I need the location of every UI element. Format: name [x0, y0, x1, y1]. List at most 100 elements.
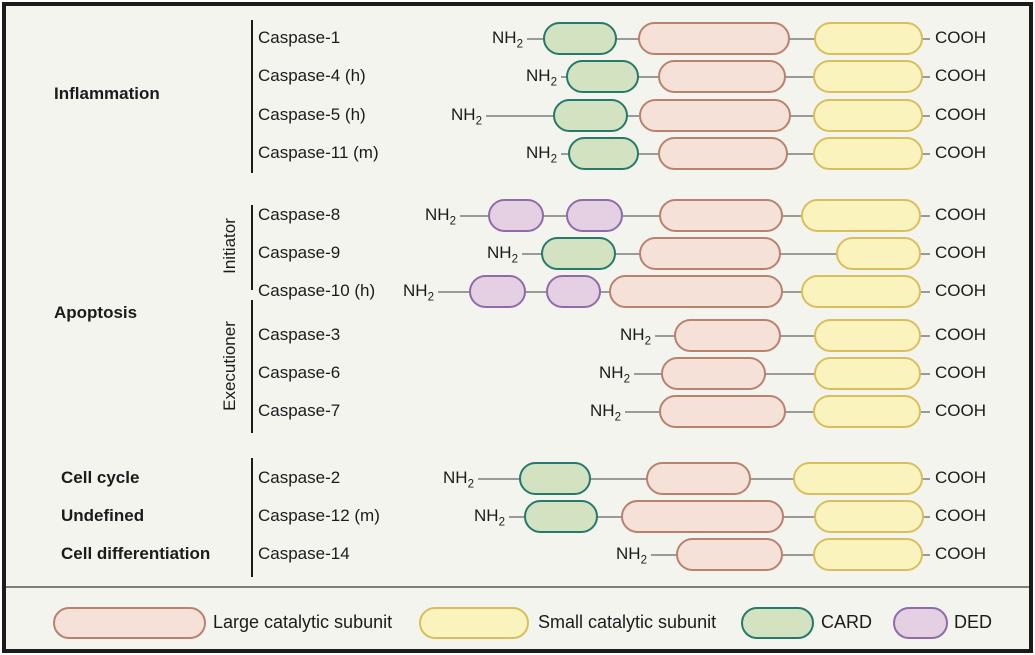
- nh2-label-text: NH: [616, 544, 641, 563]
- ded-domain-pill: [469, 275, 526, 308]
- small-catalytic-subunit-pill: [813, 538, 923, 571]
- cooh-label-text: COOH: [935, 105, 986, 124]
- cooh-label-text: COOH: [935, 506, 986, 525]
- small-catalytic-subunit-pill: [813, 60, 923, 93]
- small-catalytic-subunit-pill: [814, 357, 921, 390]
- card-domain-pill: [553, 99, 628, 132]
- legend-label: CARD: [821, 612, 873, 632]
- nh2-label-subscript: 2: [550, 153, 557, 166]
- ded-domain-pill: [546, 275, 601, 308]
- cooh-label-text: COOH: [935, 363, 986, 382]
- cooh-label-text: COOH: [935, 143, 986, 162]
- legend-card-pill: [741, 607, 814, 639]
- category-label: Undefined: [61, 506, 145, 525]
- large-catalytic-subunit-pill: [661, 357, 766, 390]
- nh2-label-subscript: 2: [475, 115, 482, 128]
- cooh-label-text: COOH: [935, 468, 986, 487]
- caspase-name: Caspase-5 (h): [258, 105, 366, 124]
- cooh-label-text: COOH: [935, 325, 986, 344]
- nh2-label-subscript: 2: [516, 38, 523, 51]
- backbone-line: [651, 554, 930, 556]
- caspase-name: Caspase-12 (m): [258, 506, 380, 525]
- cooh-label-text: COOH: [935, 401, 986, 420]
- cooh-label: COOH: [935, 205, 1015, 225]
- nh2-label-text: NH: [443, 468, 468, 487]
- large-catalytic-subunit-pill: [658, 137, 788, 170]
- caspase-name: Caspase-4 (h): [258, 66, 366, 85]
- card-domain-pill: [541, 237, 616, 270]
- cooh-label-text: COOH: [935, 243, 986, 262]
- nh2-label-subscript: 2: [623, 373, 630, 386]
- nh2-label: NH2: [571, 325, 651, 351]
- nh2-label-subscript: 2: [644, 335, 651, 348]
- cooh-label: COOH: [935, 468, 1015, 488]
- cooh-label-text: COOH: [935, 28, 986, 47]
- card-domain-pill: [524, 500, 598, 533]
- nh2-label-subscript: 2: [640, 554, 647, 567]
- small-catalytic-subunit-pill: [793, 462, 923, 495]
- legend-large-pill: [53, 607, 206, 639]
- category-label: Apoptosis: [54, 303, 138, 322]
- cooh-label: COOH: [935, 363, 1015, 383]
- caspase-name: Caspase-3: [258, 325, 341, 344]
- caspase-name: Caspase-2: [258, 468, 341, 487]
- nh2-label-text: NH: [526, 143, 551, 162]
- nh2-label: NH2: [402, 105, 482, 131]
- cooh-label: COOH: [935, 143, 1015, 163]
- legend-label: DED: [954, 612, 993, 632]
- nh2-label: NH2: [477, 66, 557, 92]
- legend-label: Small catalytic subunit: [538, 612, 717, 632]
- large-catalytic-subunit-pill: [676, 538, 783, 571]
- small-catalytic-subunit-pill: [813, 99, 923, 132]
- nh2-label: NH2: [394, 468, 474, 494]
- cooh-label: COOH: [935, 28, 1015, 48]
- divider-line: [251, 20, 253, 173]
- caspase-name: Caspase-6: [258, 363, 341, 382]
- nh2-label-text: NH: [451, 105, 476, 124]
- cooh-label-text: COOH: [935, 281, 986, 300]
- legend-separator-line: [6, 586, 1029, 588]
- ded-domain-pill: [488, 199, 544, 232]
- cooh-label: COOH: [935, 401, 1015, 421]
- nh2-label: NH2: [425, 506, 505, 532]
- large-catalytic-subunit-pill: [639, 99, 791, 132]
- legend-ded-pill: [893, 607, 948, 639]
- cooh-label-text: COOH: [935, 544, 986, 563]
- cooh-label-text: COOH: [935, 66, 986, 85]
- nh2-label: NH2: [567, 544, 647, 570]
- large-catalytic-subunit-pill: [639, 237, 781, 270]
- divider-line: [251, 205, 253, 290]
- category-label: Cell differentiation: [61, 544, 211, 563]
- small-catalytic-subunit-pill: [814, 500, 924, 533]
- nh2-label-text: NH: [620, 325, 645, 344]
- backbone-line: [634, 373, 930, 375]
- large-catalytic-subunit-pill: [659, 199, 783, 232]
- nh2-label-text: NH: [425, 205, 450, 224]
- large-catalytic-subunit-pill: [674, 319, 781, 352]
- ded-domain-pill: [566, 199, 623, 232]
- caspase-name: Caspase-8: [258, 205, 341, 224]
- nh2-label-subscript: 2: [467, 478, 474, 491]
- nh2-label: NH2: [443, 28, 523, 54]
- nh2-label: NH2: [438, 243, 518, 269]
- caspase-name: Caspase-1: [258, 28, 341, 47]
- nh2-label-text: NH: [590, 401, 615, 420]
- cooh-label: COOH: [935, 105, 1015, 125]
- divider-line: [251, 300, 253, 433]
- large-catalytic-subunit-pill: [609, 275, 783, 308]
- large-catalytic-subunit-pill: [658, 60, 786, 93]
- nh2-label-subscript: 2: [614, 411, 621, 424]
- large-catalytic-subunit-pill: [646, 462, 751, 495]
- caspase-name: Caspase-9: [258, 243, 341, 262]
- subcategory-label: Executioner: [220, 321, 239, 411]
- nh2-label-text: NH: [474, 506, 499, 525]
- caspase-name: Caspase-11 (m): [258, 143, 379, 162]
- large-catalytic-subunit-pill: [621, 500, 784, 533]
- cooh-label: COOH: [935, 506, 1015, 526]
- caspase-name: Caspase-14: [258, 544, 350, 563]
- card-domain-pill: [568, 137, 639, 170]
- nh2-label-subscript: 2: [449, 215, 456, 228]
- small-catalytic-subunit-pill: [836, 237, 921, 270]
- nh2-label-text: NH: [492, 28, 517, 47]
